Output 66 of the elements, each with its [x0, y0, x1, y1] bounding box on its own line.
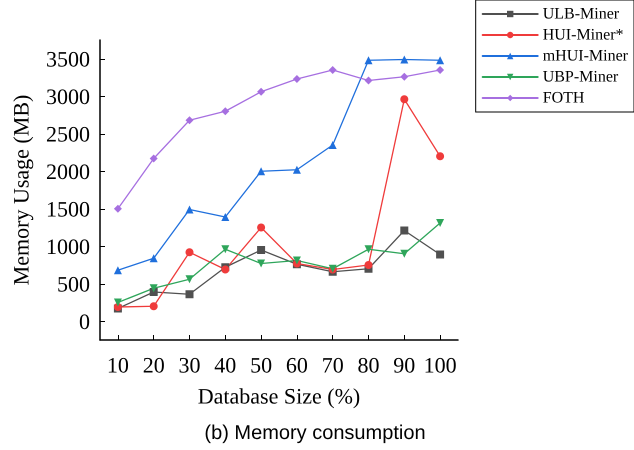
- point: [436, 250, 444, 258]
- point: [257, 167, 266, 176]
- text: (b) Memory consumption: [204, 422, 426, 444]
- y-tick-label: 3000: [46, 84, 90, 109]
- point: [186, 248, 194, 256]
- x-tick-label: 40: [214, 352, 236, 378]
- point: [364, 261, 372, 269]
- legend-label: mHUI-Miner: [542, 48, 629, 64]
- point: [364, 56, 372, 64]
- y-tick-label: 3500: [46, 46, 90, 72]
- point: [292, 256, 301, 264]
- y-tick-label: 0: [79, 308, 90, 334]
- point: [257, 88, 266, 96]
- x-axis-title: Database Size (%): [198, 384, 360, 408]
- point: [150, 154, 158, 162]
- point: [364, 76, 372, 84]
- x-tick-label: 90: [393, 352, 416, 378]
- point: [114, 298, 122, 306]
- point: [186, 275, 194, 284]
- point: [328, 66, 337, 74]
- x-tick-label: 100: [424, 352, 457, 378]
- point: [292, 166, 301, 174]
- y-tick-label: 1500: [46, 196, 90, 222]
- point: [221, 213, 230, 221]
- point: [221, 245, 230, 254]
- x-tick-label: 80: [358, 352, 380, 378]
- point: [221, 107, 230, 116]
- point: [150, 254, 158, 262]
- legend-label: UBP-Miner: [542, 68, 619, 86]
- x-tick-label: 20: [142, 352, 165, 378]
- y-tick-label: 500: [57, 271, 90, 296]
- point: [328, 141, 337, 149]
- point: [150, 302, 158, 310]
- x-tick-label: 60: [286, 352, 308, 378]
- legend-label: FOTH: [542, 90, 585, 106]
- point: [400, 95, 408, 104]
- y-tick-label: 2500: [46, 121, 90, 146]
- point: [257, 246, 266, 254]
- x-tick-label: 30: [178, 352, 200, 378]
- point: [221, 266, 230, 274]
- point: [292, 75, 301, 83]
- y-tick-label: 1000: [46, 234, 90, 259]
- point: [436, 152, 444, 160]
- point: [150, 284, 158, 292]
- point: [257, 224, 266, 232]
- y-axis-title: Memory Usage (MB): [8, 94, 34, 286]
- y-tick-label: 2000: [46, 158, 90, 184]
- point: [400, 56, 408, 64]
- x-tick-label: 10: [106, 352, 129, 378]
- x-tick-label: 50: [250, 352, 272, 378]
- legend-label: HUI-Miner*: [542, 26, 624, 44]
- point: [114, 266, 122, 274]
- point: [186, 290, 194, 298]
- point: [364, 245, 372, 254]
- point: [436, 56, 444, 64]
- point: [186, 116, 194, 124]
- point: [114, 204, 122, 213]
- point: [400, 250, 408, 258]
- legend-label: ULB-Miner: [542, 6, 620, 22]
- x-tick-label: 70: [322, 352, 344, 378]
- point: [400, 72, 408, 81]
- point: [436, 66, 444, 74]
- point: [186, 206, 194, 214]
- point: [436, 219, 444, 227]
- point: [400, 226, 408, 234]
- point: [257, 260, 266, 268]
